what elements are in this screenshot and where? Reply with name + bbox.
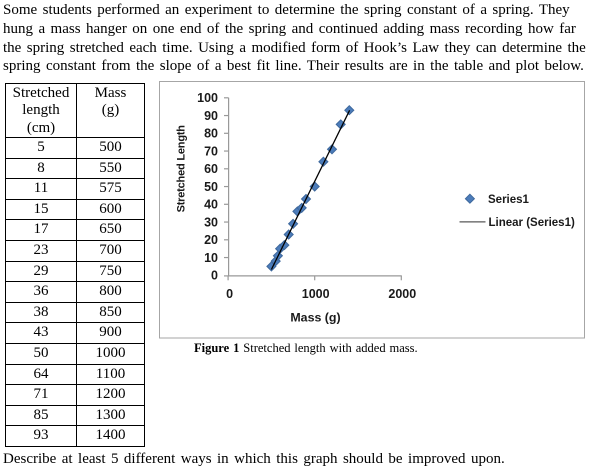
- svg-text:1000: 1000: [302, 287, 330, 301]
- svg-text:Stretched Length: Stretched Length: [176, 125, 188, 213]
- svg-text:70: 70: [204, 144, 218, 158]
- svg-text:0: 0: [226, 287, 233, 301]
- svg-text:Series1: Series1: [488, 194, 530, 206]
- svg-text:0: 0: [211, 269, 218, 283]
- svg-text:40: 40: [204, 198, 218, 212]
- svg-text:2000: 2000: [388, 287, 416, 301]
- svg-text:30: 30: [204, 215, 218, 229]
- svg-text:50: 50: [204, 180, 218, 194]
- svg-text:100: 100: [197, 91, 218, 105]
- svg-text:80: 80: [204, 127, 218, 141]
- svg-text:10: 10: [204, 251, 218, 265]
- svg-text:Linear (Series1): Linear (Series1): [489, 217, 575, 229]
- svg-text:60: 60: [204, 162, 218, 176]
- svg-text:90: 90: [204, 109, 218, 123]
- svg-text:20: 20: [204, 233, 218, 247]
- svg-text:Mass (g): Mass (g): [290, 311, 340, 325]
